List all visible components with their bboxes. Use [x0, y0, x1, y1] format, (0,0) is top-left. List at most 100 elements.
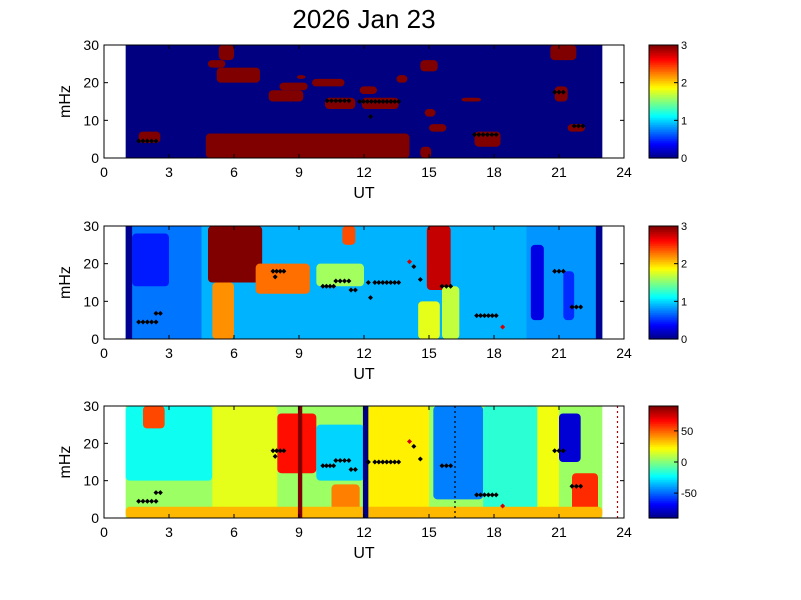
heatmap-patch-2 [255, 263, 310, 294]
colorbar-segment [649, 119, 678, 122]
colorbar-segment [649, 504, 678, 507]
marker-0-4 [153, 319, 159, 325]
marker-0-2 [144, 138, 150, 144]
colorbar-segment [649, 323, 678, 326]
colorbar-segment [649, 416, 678, 419]
colorbar-segment [649, 87, 678, 90]
colorbar-segment [649, 284, 678, 287]
colorbar-segment [649, 103, 678, 106]
colorbar-segment [649, 124, 678, 127]
colorbar-segment [649, 110, 678, 113]
marker-3-4 [489, 132, 495, 138]
marker-2-3 [368, 99, 374, 104]
colorbar-segment [649, 418, 678, 421]
marker-1-3 [337, 98, 343, 104]
y-tick-label: 10 [83, 473, 99, 489]
marker-1-0 [153, 310, 159, 316]
marker-8-6 [396, 459, 402, 465]
marker-0-1 [140, 498, 146, 504]
colorbar-tick-label: 3 [681, 40, 687, 52]
marker-16-2 [578, 483, 584, 489]
colorbar-tick-label: 2 [681, 259, 687, 271]
colorbar-segment [649, 145, 678, 149]
heatmap-patch-8 [351, 135, 377, 147]
heatmap-patch-9 [537, 406, 559, 518]
marker-0-2 [144, 319, 150, 325]
heatmap-patch-20 [396, 75, 408, 83]
marker-5-3 [346, 458, 352, 464]
x-tick-label: 6 [230, 345, 238, 361]
y-tick-label: 10 [83, 112, 99, 128]
heatmap-patch-18 [554, 86, 568, 102]
colorbar-segment [649, 83, 678, 87]
marker-13-0 [474, 492, 480, 498]
colorbar-segment [649, 243, 678, 247]
colorbar-segment [649, 149, 678, 152]
colorbar-segment [649, 463, 678, 467]
colorbar-segment [649, 448, 678, 451]
marker-1-0 [153, 490, 159, 496]
marker-2-8 [388, 99, 394, 104]
marker-7-0 [365, 459, 371, 465]
heatmap-patch-6 [442, 286, 460, 339]
marker-1-4 [342, 98, 347, 104]
colorbar-segment [649, 264, 678, 268]
y-tick-label: 20 [83, 256, 99, 272]
marker-14-0 [474, 313, 480, 319]
colorbar-segment [649, 435, 678, 439]
x-tick-label: 0 [100, 345, 108, 361]
colorbar-1: 0 1 2 3 [648, 40, 687, 165]
x-tick-label: 15 [421, 524, 437, 540]
colorbar-segment [649, 115, 678, 118]
colorbar-segment [649, 69, 678, 73]
marker-9-2 [380, 280, 386, 285]
x-tick-label: 3 [165, 164, 173, 180]
marker-7-0 [365, 280, 371, 285]
heatmap-patch-7 [530, 244, 544, 321]
marker-2-1 [361, 99, 367, 104]
colorbar-segment [649, 430, 678, 433]
heatmap-patch-3 [342, 226, 356, 245]
colorbar-segment [649, 476, 678, 479]
y-tick-label: 0 [91, 331, 99, 347]
colorbar-tick-label: 0 [681, 334, 687, 346]
colorbar-segment [649, 76, 678, 80]
colorbar-segment [649, 136, 678, 140]
heatmap-patch-5 [279, 82, 308, 91]
y-tick-label: 30 [83, 218, 99, 234]
colorbar-segment [649, 479, 678, 482]
x-tick-label: 3 [165, 345, 173, 361]
colorbar-segment [649, 495, 678, 498]
marker-4-3 [331, 463, 337, 469]
marker-0-1 [140, 138, 146, 144]
colorbar-segment [649, 500, 678, 503]
marker-6-0 [348, 287, 354, 293]
colorbar-segment [649, 483, 678, 486]
colorbar-segment [649, 231, 678, 234]
heatmap-background [125, 226, 603, 339]
colorbar-segment [649, 147, 678, 150]
heatmap-line-1 [362, 406, 369, 518]
colorbar-segment [649, 307, 678, 310]
marker-5-0 [552, 89, 558, 95]
marker-5-2 [560, 89, 566, 95]
colorbar-segment [649, 502, 678, 505]
colorbar-segment [649, 289, 678, 292]
heatmap-patch-1 [212, 282, 234, 339]
marker-15-2 [560, 448, 566, 454]
heatmap-patch-16 [474, 131, 501, 147]
colorbar-segment [649, 303, 678, 307]
colorbar-segment [649, 259, 678, 262]
colorbar-segment [649, 453, 678, 456]
heatmap-patch-3 [208, 60, 226, 68]
marker-13-2 [481, 492, 487, 498]
colorbar-segment [649, 226, 678, 229]
y-axis-label: mHz [57, 446, 74, 479]
colorbar-segment [649, 298, 678, 301]
y-tick-label: 20 [83, 75, 99, 91]
y-tick-label: 20 [83, 435, 99, 451]
colorbar-segment [649, 296, 678, 299]
figure-title: 2026 Jan 23 [292, 4, 435, 34]
colorbar-segment [649, 254, 678, 257]
